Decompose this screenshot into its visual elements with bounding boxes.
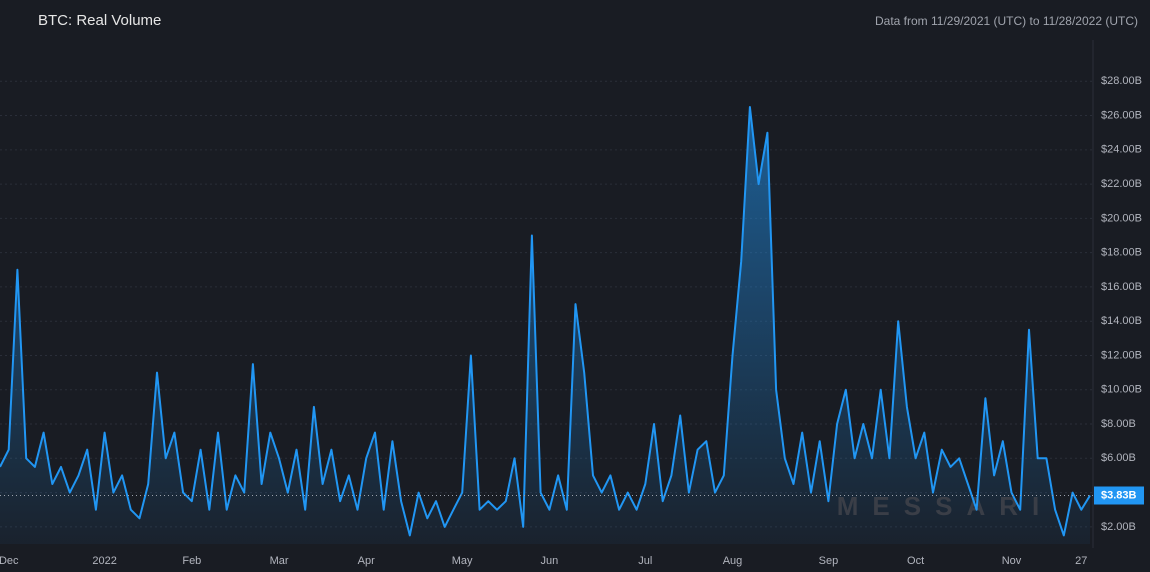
y-tick-label: $10.00B (1101, 384, 1142, 396)
x-tick-label: Aug (723, 555, 743, 567)
y-tick-label: $24.00B (1101, 144, 1142, 156)
y-tick-label: $14.00B (1101, 315, 1142, 327)
x-tick-label: Jun (540, 555, 558, 567)
chart-title: BTC: Real Volume (38, 12, 161, 29)
series-line (0, 106, 1091, 537)
x-tick-label: Sep (819, 555, 839, 567)
watermark: MESSARI (837, 491, 1053, 521)
x-tick-label: Oct (907, 555, 924, 567)
current-value-label: $3.83B (1101, 489, 1137, 501)
y-tick-label: $22.00B (1101, 178, 1142, 190)
y-tick-label: $12.00B (1101, 349, 1142, 361)
current-value-badge (1094, 486, 1144, 505)
y-tick-label: $8.00B (1101, 418, 1136, 430)
y-tick-label: $18.00B (1101, 247, 1142, 259)
x-tick-label: 2022 (92, 555, 116, 567)
x-tick-label: Dec (0, 555, 19, 567)
y-tick-label: $2.00B (1101, 521, 1136, 533)
area-fill (0, 107, 1090, 544)
x-tick-label: Mar (270, 555, 289, 567)
x-tick-label: 27 (1075, 555, 1087, 567)
x-tick-label: Nov (1002, 555, 1022, 567)
chart-subtitle: Data from 11/29/2021 (UTC) to 11/28/2022… (875, 14, 1138, 28)
x-tick-label: Feb (182, 555, 201, 567)
x-tick-label: May (452, 555, 473, 567)
y-tick-label: $20.00B (1101, 212, 1142, 224)
x-tick-label: Jul (638, 555, 652, 567)
x-tick-label: Apr (358, 555, 375, 567)
y-tick-label: $6.00B (1101, 452, 1136, 464)
y-tick-label: $16.00B (1101, 281, 1142, 293)
y-tick-label: $26.00B (1101, 109, 1142, 121)
y-tick-label: $28.00B (1101, 75, 1142, 87)
